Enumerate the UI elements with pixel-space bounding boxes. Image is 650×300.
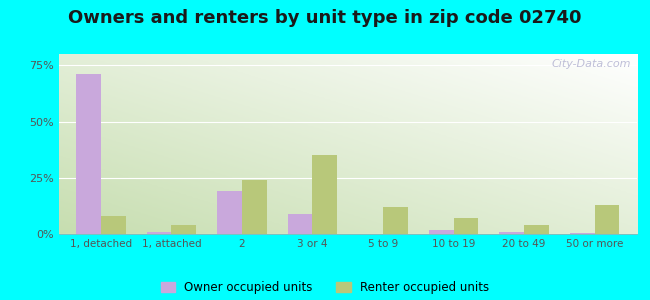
Bar [429, 230, 454, 234]
Bar [288, 214, 313, 234]
Bar [524, 225, 549, 234]
Bar [147, 232, 172, 234]
Bar [313, 155, 337, 234]
Bar [217, 191, 242, 234]
Bar [595, 205, 619, 234]
Bar [570, 233, 595, 234]
Bar [242, 180, 266, 234]
Legend: Owner occupied units, Renter occupied units: Owner occupied units, Renter occupied un… [161, 281, 489, 294]
Bar [172, 225, 196, 234]
Bar [499, 232, 524, 234]
Bar [76, 74, 101, 234]
Text: Owners and renters by unit type in zip code 02740: Owners and renters by unit type in zip c… [68, 9, 582, 27]
Text: City-Data.com: City-Data.com [552, 59, 631, 69]
Bar [454, 218, 478, 234]
Bar [101, 216, 125, 234]
Bar [383, 207, 408, 234]
